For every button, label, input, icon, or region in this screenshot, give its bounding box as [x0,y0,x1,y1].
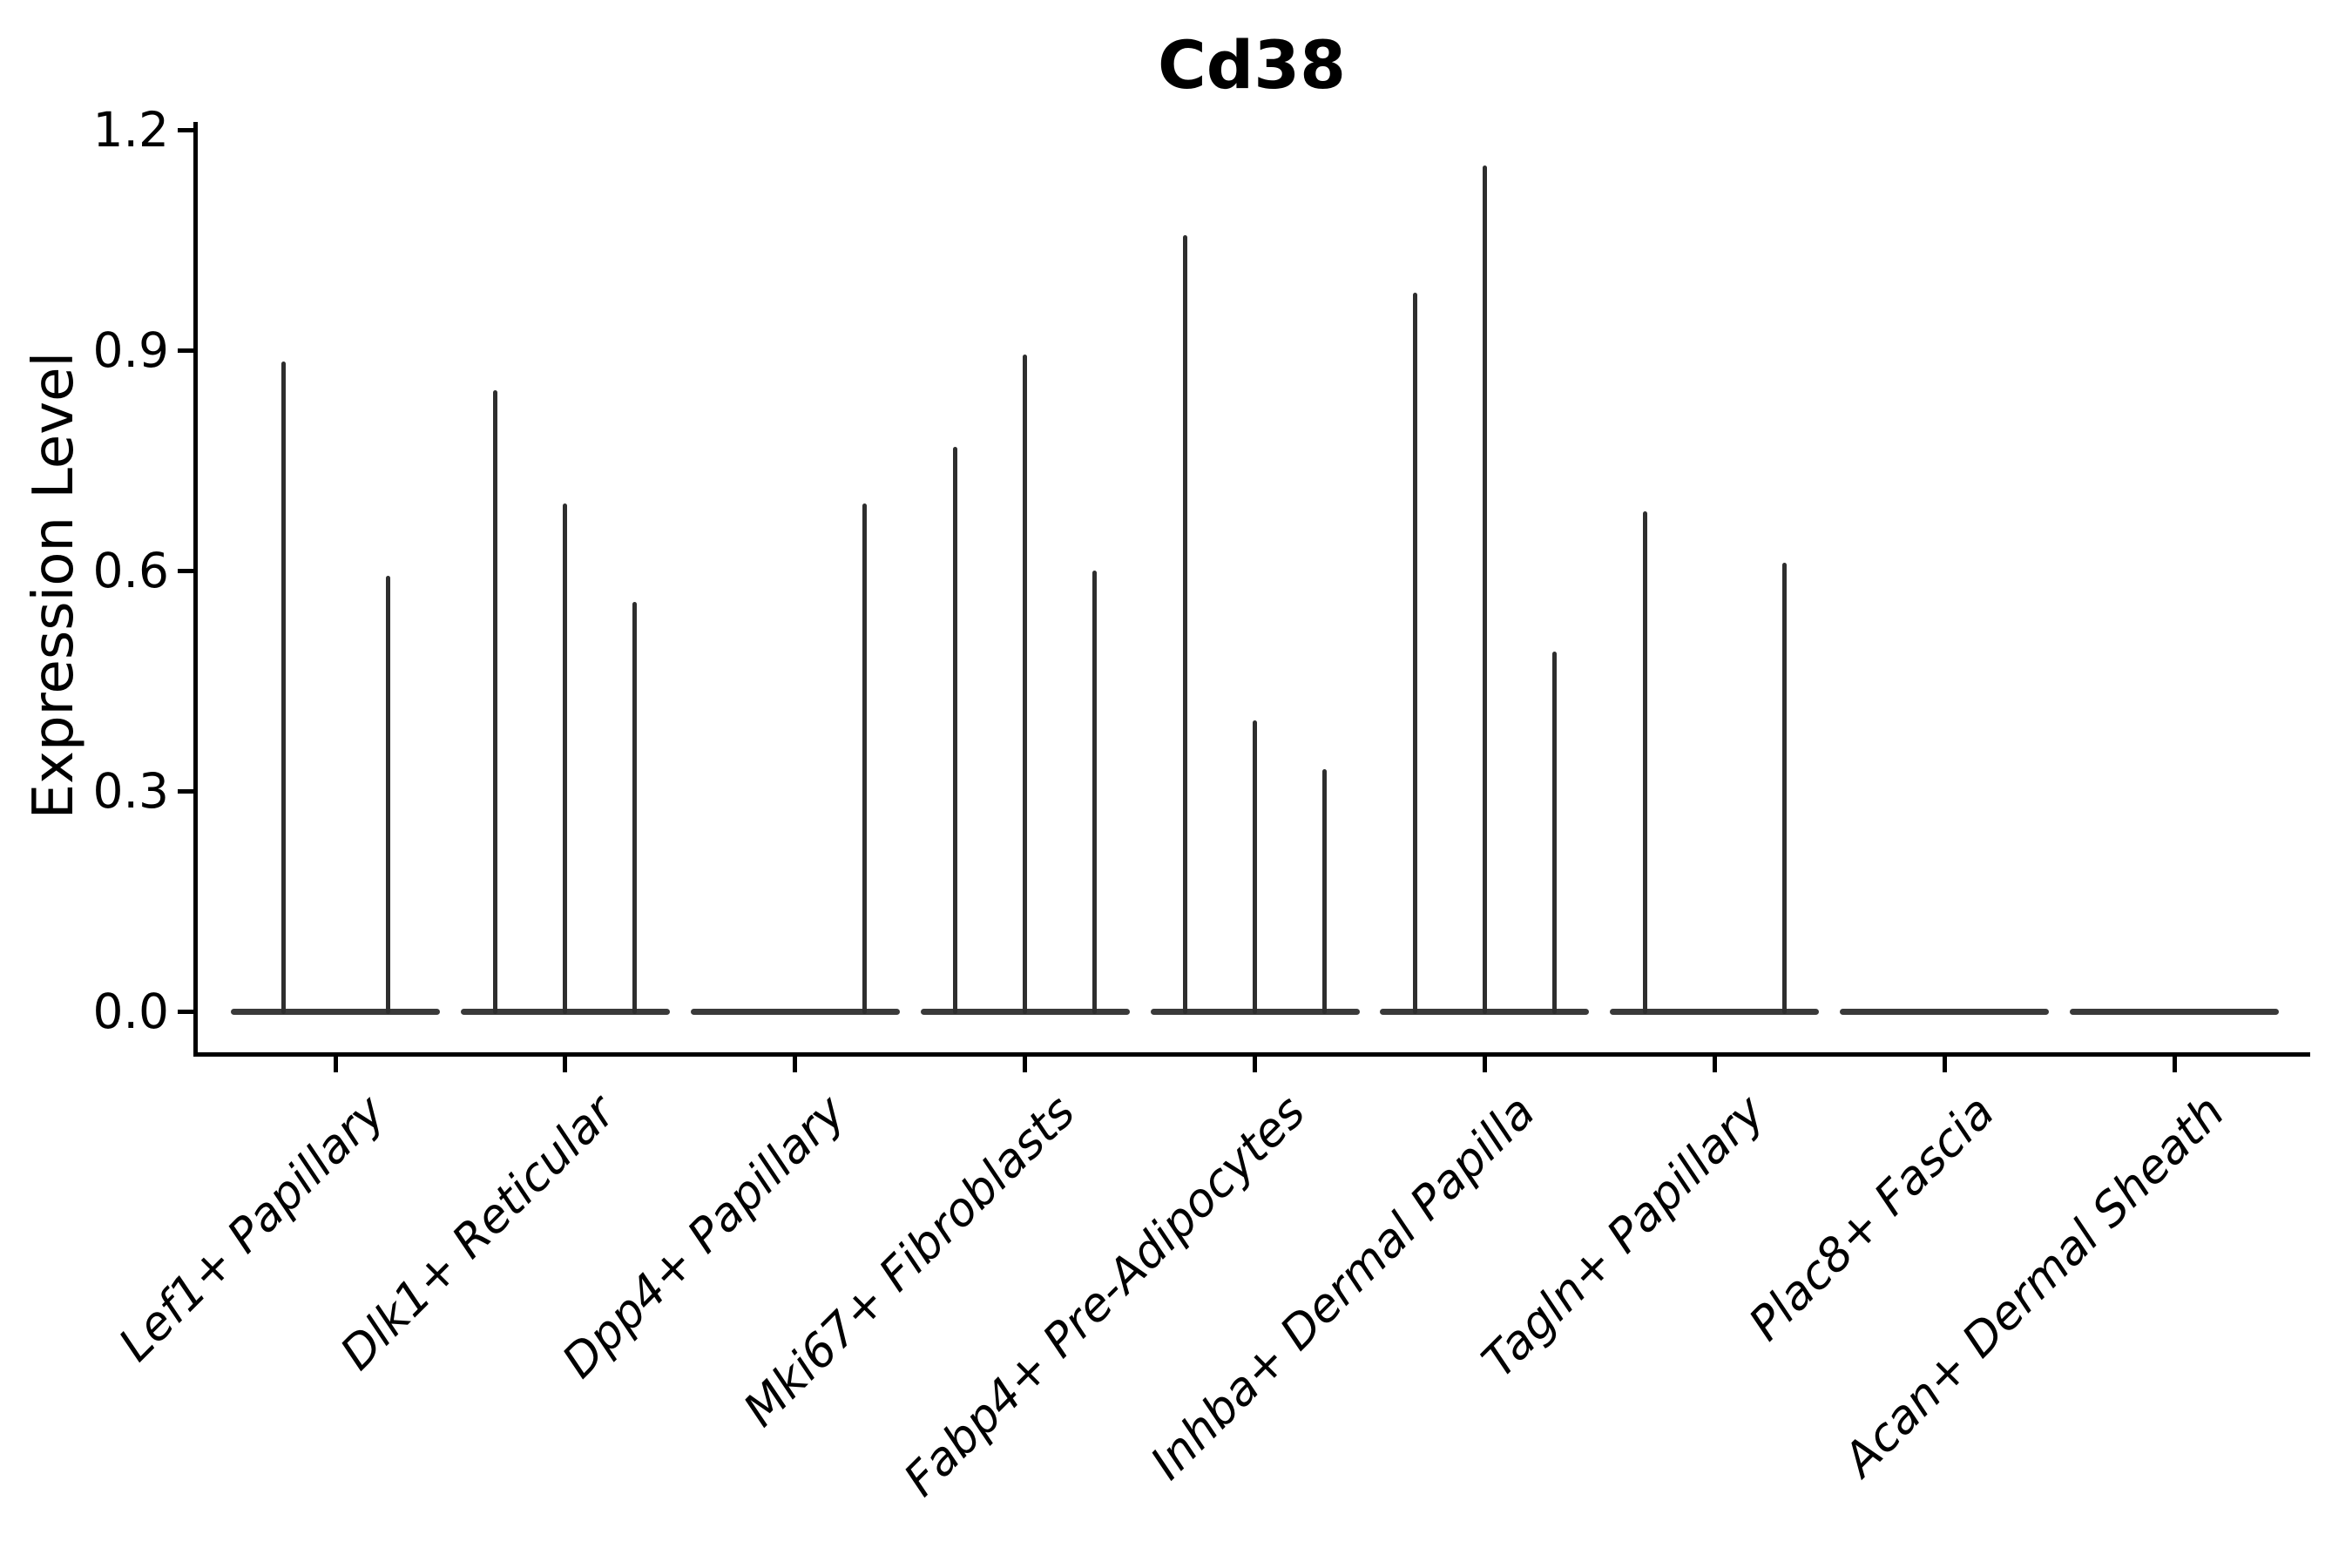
violin-tail-spike [563,504,568,1014]
violin-tail-spike [1482,166,1487,1014]
x-tick [793,1057,798,1072]
x-tick [1023,1057,1028,1072]
x-tick [333,1057,338,1072]
violin-tail-spike [1412,293,1417,1014]
violin-base [1840,1008,2050,1015]
x-tick-label: Acan+ Dermal Sheath [1833,1085,2235,1487]
violin-base [690,1008,900,1015]
y-tick [178,348,193,353]
x-tick [2172,1057,2177,1072]
y-tick-label: 0.0 [92,983,169,1039]
x-tick-label: Fabp4+ Pre-Adipocytes [894,1085,1315,1507]
violin-tail-spike [1551,651,1557,1014]
violin-tail-spike [493,389,498,1014]
violin-tail-spike [953,447,958,1014]
violin-tail-spike [385,575,390,1014]
y-tick [178,127,193,132]
x-tick [1712,1057,1717,1072]
y-axis-spine [193,122,198,1057]
violin-tail-spike [1092,571,1098,1014]
x-tick [1253,1057,1257,1072]
x-tick-label: Plac8+ Fascia [1739,1085,2005,1351]
violin-tail-spike [1321,768,1327,1014]
violin-tail-spike [1642,510,1647,1014]
violin-tail-spike [632,602,638,1014]
y-tick-label: 0.6 [92,543,169,598]
violin-base [231,1008,440,1015]
plot-title: Cd38 [1158,26,1346,104]
y-tick-label: 1.2 [92,102,169,158]
violin-tail-spike [862,504,868,1014]
x-tick-label: Inhba+ Dermal Papilla [1140,1085,1545,1490]
y-tick [178,788,193,794]
x-tick [1482,1057,1487,1072]
violin-base [2070,1008,2279,1015]
y-axis-label: Expression Level [22,351,86,820]
y-tick [178,1009,193,1014]
y-tick-label: 0.9 [92,322,169,378]
violin-tail-spike [1253,720,1257,1014]
y-tick-label: 0.3 [92,763,169,819]
violin-tail-spike [1183,234,1188,1014]
y-tick [178,568,193,573]
x-tick [1942,1057,1947,1072]
x-tick [563,1057,568,1072]
violin-base [1610,1008,1820,1015]
x-axis-spine [193,1052,2310,1057]
violin-tail-spike [1023,355,1028,1014]
violin-tail-spike [280,361,286,1014]
violin-tail-spike [1781,562,1787,1014]
